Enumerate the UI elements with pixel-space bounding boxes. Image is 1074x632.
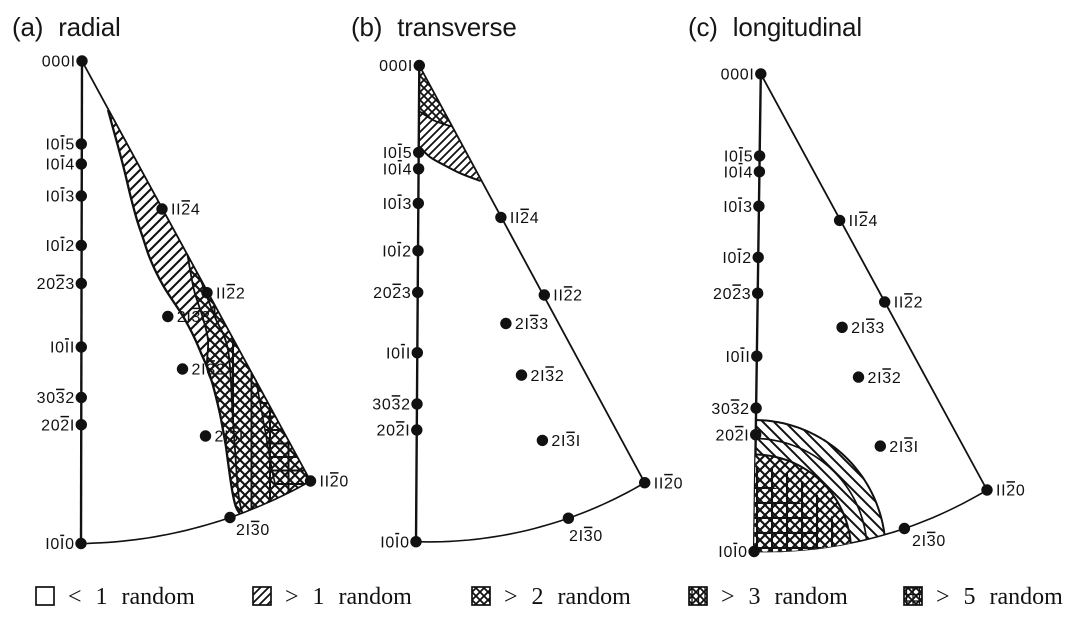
svg-text:000I: 000I	[42, 54, 76, 71]
svg-text:2I32: 2I32	[868, 370, 902, 387]
svg-text:I0I3: I0I3	[383, 196, 413, 213]
svg-text:I0II: I0II	[386, 345, 411, 362]
svg-text:II22: II22	[894, 295, 924, 312]
svg-text:202I: 202I	[716, 427, 750, 444]
svg-text:I0II: I0II	[50, 340, 75, 357]
svg-text:I0I3: I0I3	[46, 189, 76, 206]
svg-text:II20: II20	[654, 475, 684, 492]
svg-text:I0I2: I0I2	[46, 238, 76, 255]
svg-text:2I30: 2I30	[912, 533, 946, 550]
svg-text:2I32: 2I32	[531, 368, 565, 385]
svg-text:2I3I: 2I3I	[551, 433, 581, 450]
svg-text:2I30: 2I30	[236, 522, 270, 539]
svg-text:(b) transverse: (b) transverse	[351, 12, 517, 42]
svg-text:> 3 random: > 3 random	[721, 584, 848, 610]
svg-text:> 5 random: > 5 random	[936, 584, 1063, 610]
svg-text:II20: II20	[320, 474, 350, 491]
svg-text:< 1 random: < 1 random	[68, 584, 195, 610]
svg-text:I0I5: I0I5	[383, 145, 413, 162]
svg-text:I0I4: I0I4	[46, 157, 76, 174]
svg-text:> 1 random: > 1 random	[285, 584, 412, 610]
svg-text:3032: 3032	[37, 390, 75, 407]
svg-text:I0II: I0II	[726, 349, 751, 366]
svg-text:202I: 202I	[377, 423, 411, 440]
svg-text:I0I4: I0I4	[383, 162, 413, 179]
svg-text:2023: 2023	[373, 285, 411, 302]
svg-text:3032: 3032	[711, 401, 749, 418]
svg-text:(c) longitudinal: (c) longitudinal	[688, 12, 862, 42]
svg-text:2I33: 2I33	[851, 320, 885, 337]
svg-text:I0I5: I0I5	[724, 149, 754, 166]
svg-text:I0I0: I0I0	[380, 534, 410, 551]
svg-text:II24: II24	[849, 213, 879, 230]
svg-text:II22: II22	[553, 288, 583, 305]
svg-text:II22: II22	[216, 285, 246, 302]
svg-text:I0I2: I0I2	[722, 250, 752, 267]
svg-text:2I33: 2I33	[515, 316, 549, 333]
svg-text:202I: 202I	[41, 417, 75, 434]
svg-text:I0I4: I0I4	[724, 164, 754, 181]
svg-text:II24: II24	[510, 210, 540, 227]
svg-text:2023: 2023	[713, 286, 751, 303]
svg-text:3032: 3032	[372, 397, 410, 414]
svg-text:II20: II20	[996, 483, 1026, 500]
svg-text:I0I0: I0I0	[718, 544, 748, 561]
svg-text:I0I0: I0I0	[45, 536, 74, 553]
svg-text:2I30: 2I30	[569, 528, 603, 545]
svg-text:I0I3: I0I3	[723, 199, 753, 216]
svg-text:000I: 000I	[721, 67, 755, 84]
svg-text:2023: 2023	[37, 276, 75, 293]
svg-text:I0I2: I0I2	[382, 243, 412, 260]
svg-text:2I3I: 2I3I	[889, 439, 919, 456]
svg-text:(a) radial: (a) radial	[12, 12, 121, 42]
svg-text:II24: II24	[171, 202, 201, 219]
svg-text:I0I5: I0I5	[46, 137, 76, 154]
svg-text:000I: 000I	[379, 58, 413, 75]
svg-text:> 2 random: > 2 random	[504, 584, 631, 610]
